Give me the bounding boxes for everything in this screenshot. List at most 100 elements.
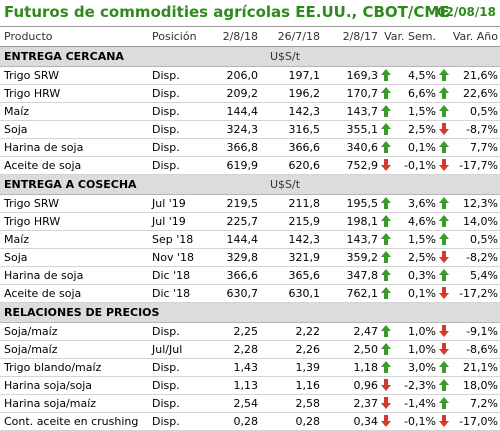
position: Disp. [152, 87, 180, 100]
var-sem: -1,4% [404, 397, 436, 410]
position: Sep '18 [152, 233, 194, 246]
arrow-down-icon [380, 158, 392, 172]
var-ano: -9,1% [466, 325, 498, 338]
position: Disp. [152, 159, 180, 172]
product-name: Aceite de soja [4, 159, 82, 172]
var-ano: -17,0% [459, 415, 498, 428]
value-date3: 752,9 [346, 159, 379, 172]
section-header: ENTREGA CERCANA U$S/t [0, 47, 500, 67]
position: Disp. [152, 69, 180, 82]
var-ano: 21,1% [463, 361, 498, 374]
value-date3: 347,8 [346, 269, 379, 282]
arrow-up-icon [380, 104, 392, 118]
arrow-up-icon [380, 268, 392, 282]
arrow-up-icon [380, 140, 392, 154]
arrow-up-icon [438, 104, 450, 118]
table-row: Trigo HRW Disp. 209,2 196,2 170,7 6,6% 22,6% [0, 85, 500, 103]
position: Jul '19 [152, 197, 186, 210]
value-date3: 143,7 [346, 105, 379, 118]
value-date2: 620,6 [288, 159, 321, 172]
table-row: Harina de soja Disp. 366,8 366,6 340,6 0,1% 7,… [0, 139, 500, 157]
value-date3: 143,7 [346, 233, 379, 246]
value-date1: 2,28 [233, 343, 259, 356]
value-date2: 1,39 [295, 361, 321, 374]
value-date1: 144,4 [226, 105, 259, 118]
product-name: Soja [4, 251, 28, 264]
var-sem: -0,1% [404, 415, 436, 428]
value-date3: 359,2 [346, 251, 379, 264]
var-sem: 1,0% [408, 343, 436, 356]
section-unit: U$S/t [269, 178, 301, 191]
arrow-up-icon [438, 196, 450, 210]
var-sem: -2,3% [404, 379, 436, 392]
var-sem: 1,5% [408, 105, 436, 118]
col-date3: 2/8/17 [342, 30, 378, 43]
section-name: ENTREGA A COSECHA [4, 178, 137, 191]
value-date1: 630,7 [226, 287, 259, 300]
position: Nov '18 [152, 251, 194, 264]
var-ano: 0,5% [470, 233, 498, 246]
value-date3: 195,5 [346, 197, 379, 210]
product-name: Trigo SRW [4, 69, 59, 82]
table-row: Aceite de soja Dic '18 630,7 630,1 762,1 0,1%… [0, 285, 500, 303]
value-date1: 366,6 [226, 269, 259, 282]
value-date2: 316,5 [288, 123, 321, 136]
var-sem: 1,0% [408, 325, 436, 338]
table-row: Cont. aceite en crushing Disp. 0,28 0,28 0,3… [0, 413, 500, 431]
table-row: Soja Disp. 324,3 316,5 355,1 2,5% -8,7% [0, 121, 500, 139]
product-name: Soja/maíz [4, 343, 58, 356]
product-name: Harina soja/soja [4, 379, 93, 392]
var-ano: 21,6% [463, 69, 498, 82]
var-sem: 0,3% [408, 269, 436, 282]
position: Disp. [152, 105, 180, 118]
section-name: ENTREGA CERCANA [4, 50, 124, 63]
value-date2: 1,16 [295, 379, 321, 392]
value-date1: 1,13 [233, 379, 259, 392]
var-sem: 6,6% [408, 87, 436, 100]
value-date3: 198,1 [346, 215, 379, 228]
value-date2: 211,8 [288, 197, 321, 210]
value-date1: 225,7 [226, 215, 259, 228]
value-date2: 142,3 [288, 105, 321, 118]
value-date2: 630,1 [288, 287, 321, 300]
value-date1: 0,28 [233, 415, 259, 428]
value-date3: 170,7 [346, 87, 379, 100]
product-name: Maíz [4, 105, 30, 118]
value-date1: 206,0 [226, 69, 259, 82]
col-var-ano: Var. Año [452, 30, 498, 43]
value-date2: 2,22 [295, 325, 321, 338]
var-ano: 22,6% [463, 87, 498, 100]
var-sem: 0,1% [408, 287, 436, 300]
value-date1: 219,5 [226, 197, 259, 210]
value-date1: 619,9 [226, 159, 259, 172]
arrow-down-icon [438, 286, 450, 300]
section-name: RELACIONES DE PRECIOS [4, 306, 160, 319]
arrow-up-icon [438, 232, 450, 246]
product-name: Harina de soja [4, 141, 84, 154]
table-row: Soja/maíz Disp. 2,25 2,22 2,47 1,0% -9,1% [0, 323, 500, 341]
product-name: Soja/maíz [4, 325, 58, 338]
arrow-down-icon [380, 396, 392, 410]
arrow-up-icon [380, 232, 392, 246]
var-ano: 12,3% [463, 197, 498, 210]
value-date1: 2,25 [233, 325, 259, 338]
value-date2: 321,9 [288, 251, 321, 264]
arrow-down-icon [438, 250, 450, 264]
var-sem: 4,6% [408, 215, 436, 228]
col-product: Producto [4, 30, 53, 43]
position: Jul/Jul [152, 343, 183, 356]
var-ano: 7,2% [470, 397, 498, 410]
var-sem: 1,5% [408, 233, 436, 246]
product-name: Trigo SRW [4, 197, 59, 210]
arrow-down-icon [438, 158, 450, 172]
value-date2: 366,6 [288, 141, 321, 154]
arrow-up-icon [438, 86, 450, 100]
product-name: Trigo HRW [4, 87, 61, 100]
value-date1: 324,3 [226, 123, 259, 136]
arrow-up-icon [438, 378, 450, 392]
arrow-up-icon [380, 342, 392, 356]
var-ano: -17,2% [459, 287, 498, 300]
arrow-up-icon [438, 396, 450, 410]
report-date: 02/08/18 [437, 5, 496, 19]
page-title: Futuros de commodities agrícolas EE.UU.,… [4, 3, 450, 21]
